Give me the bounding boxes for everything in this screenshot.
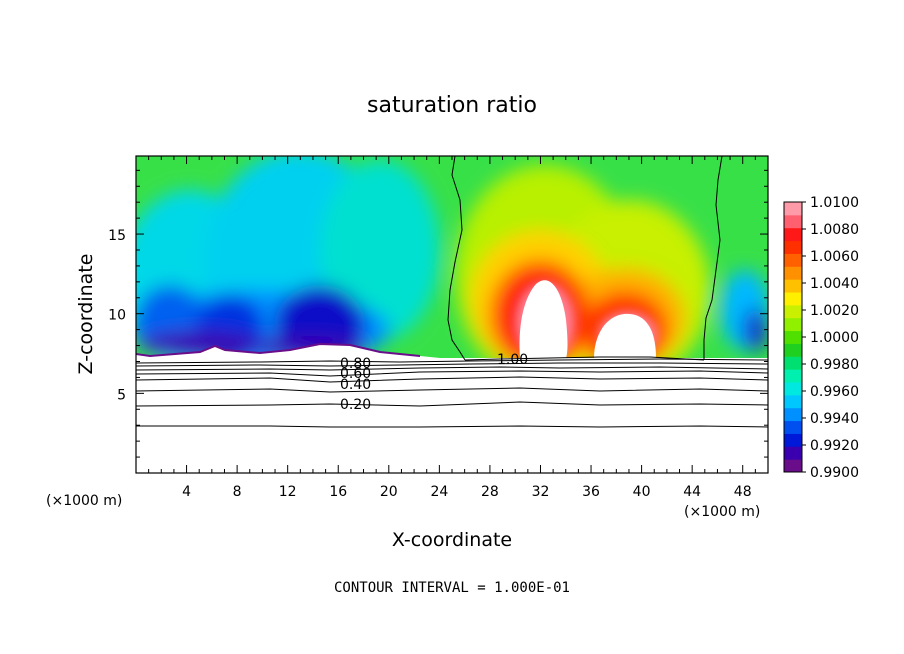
colorbar-label: 0.9940 bbox=[810, 411, 859, 427]
y-axis: 5 10 15 bbox=[108, 169, 768, 458]
x-tick-label: 32 bbox=[532, 484, 550, 500]
x-tick-label: 4 bbox=[182, 484, 191, 500]
saturation-field bbox=[136, 156, 768, 358]
colorbar-swatch bbox=[784, 343, 802, 357]
contour-label-0-20: 0.20 bbox=[340, 397, 371, 413]
x-unit-right: (×1000 m) bbox=[684, 504, 760, 520]
contour-0-60 bbox=[135, 366, 769, 371]
colorbar-swatch bbox=[784, 369, 802, 383]
colorbar-label: 1.0000 bbox=[810, 330, 859, 346]
contour-1-00-left bbox=[447, 155, 466, 361]
contour-0-50 bbox=[135, 370, 769, 377]
x-axis: 4 8 12 16 20 24 28 32 36 40 44 48 bbox=[148, 156, 756, 500]
colorbar-swatch bbox=[784, 420, 802, 434]
colorbar-swatch bbox=[784, 304, 802, 319]
colorbar-swatch bbox=[784, 382, 802, 396]
x-tick-label: 8 bbox=[233, 484, 242, 500]
colorbar-swatch bbox=[784, 446, 802, 460]
colorbar-swatch bbox=[784, 356, 802, 370]
x-tick-label: 12 bbox=[279, 484, 297, 500]
y-tick-label: 10 bbox=[108, 308, 126, 324]
colorbar-label: 1.0060 bbox=[810, 249, 859, 265]
y-tick-label: 15 bbox=[108, 228, 126, 244]
x-tick-label: 24 bbox=[430, 484, 448, 500]
colorbar-swatch bbox=[784, 266, 802, 280]
colorbar-swatch bbox=[784, 240, 802, 254]
contour-label-0-40: 0.40 bbox=[340, 377, 371, 393]
contour-interval: CONTOUR INTERVAL = 1.000E-01 bbox=[334, 580, 570, 596]
colorbar-swatch bbox=[784, 394, 802, 409]
x-unit-left: (×1000 m) bbox=[46, 493, 122, 509]
contour-label-1-00: 1.00 bbox=[497, 352, 528, 368]
colorbar-swatch bbox=[784, 459, 802, 473]
colorbar-swatch bbox=[784, 292, 802, 306]
colorbar: 0.9900 0.9920 0.9940 0.9960 0.9980 1.0000 1.00… bbox=[783, 195, 859, 481]
contour-0-20 bbox=[135, 401, 769, 407]
colorbar-swatch bbox=[784, 214, 802, 229]
colorbar-label: 0.9980 bbox=[810, 357, 859, 373]
y-tick-label: 5 bbox=[117, 387, 126, 403]
x-tick-label: 16 bbox=[329, 484, 347, 500]
contour-0-10 bbox=[136, 425, 769, 428]
x-tick-label: 48 bbox=[734, 484, 752, 500]
chart-title: saturation ratio bbox=[367, 93, 537, 118]
colorbar-label: 0.9960 bbox=[810, 384, 859, 400]
x-tick-label: 20 bbox=[380, 484, 398, 500]
x-tick-label: 28 bbox=[481, 484, 499, 500]
colorbar-swatch bbox=[784, 433, 802, 447]
contour-1-00-bottom bbox=[464, 356, 705, 361]
colorbar-swatch bbox=[784, 227, 802, 242]
colorbar-swatch bbox=[784, 317, 802, 332]
contour-lines bbox=[135, 155, 769, 428]
colorbar-swatch bbox=[784, 279, 802, 293]
colorbar-label: 0.9900 bbox=[810, 465, 859, 481]
contour-label-0-80: 0.80 bbox=[340, 356, 371, 372]
colorbar-label: 1.0020 bbox=[810, 303, 859, 319]
contour-labels: 0.80 0.60 0.40 0.20 1.00 bbox=[340, 352, 528, 413]
contour-0-70 bbox=[135, 362, 769, 367]
colorbar-swatch bbox=[784, 253, 802, 267]
x-axis-label: X-coordinate bbox=[392, 529, 512, 551]
contour-0-80 bbox=[135, 358, 769, 364]
x-tick-label: 40 bbox=[633, 484, 651, 500]
colorbar-swatch bbox=[784, 330, 802, 344]
colorbar-label: 1.0080 bbox=[810, 222, 859, 238]
contour-0-40 bbox=[135, 376, 769, 383]
colorbar-swatch bbox=[784, 202, 802, 216]
x-tick-label: 36 bbox=[582, 484, 600, 500]
contour-0-30 bbox=[135, 387, 769, 393]
colorbar-label: 1.0100 bbox=[810, 195, 859, 211]
colorbar-label: 0.9920 bbox=[810, 438, 859, 454]
y-axis-label: Z-coordinate bbox=[75, 254, 97, 375]
colorbar-label: 1.0040 bbox=[810, 276, 859, 292]
x-tick-label: 44 bbox=[683, 484, 701, 500]
colorbar-swatch bbox=[784, 407, 802, 422]
contour-1-00-right bbox=[703, 155, 723, 360]
contour-label-0-60: 0.60 bbox=[340, 366, 371, 382]
